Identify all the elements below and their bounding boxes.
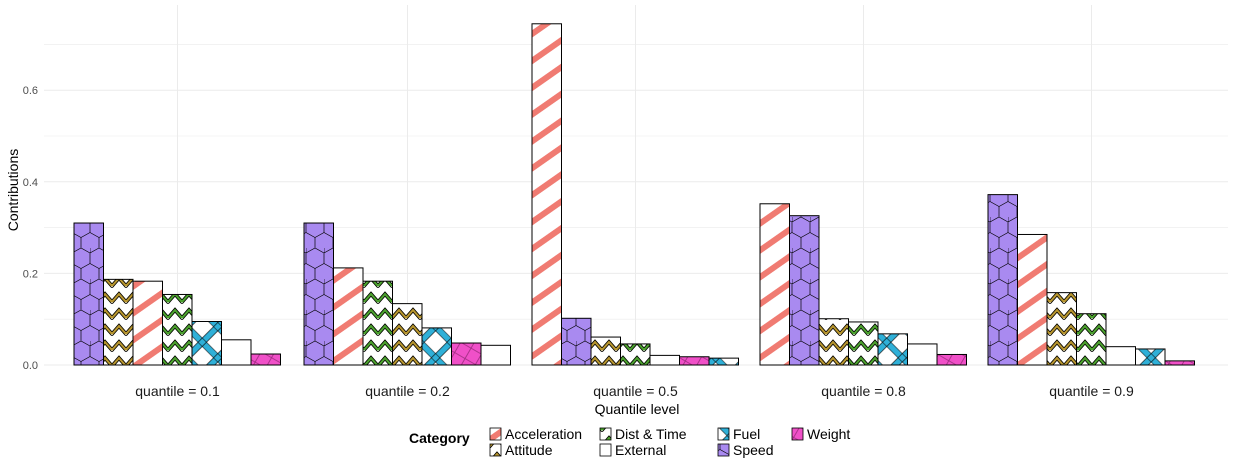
bar-weight	[1164, 360, 1195, 366]
y-tick-label: 0.4	[23, 177, 38, 189]
legend-key-fuel	[717, 427, 730, 441]
bar-external	[221, 339, 252, 366]
legend-title: Category	[409, 430, 470, 446]
bar-speed	[789, 215, 820, 366]
bar-external	[907, 343, 938, 366]
bar-speed	[561, 317, 592, 366]
facet-label: quantile = 0.5	[593, 383, 678, 399]
bar-attitude	[103, 278, 134, 366]
bar-dist-time	[620, 343, 651, 366]
bar-external	[480, 344, 511, 366]
facet-label: quantile = 0.9	[1049, 383, 1134, 399]
legend-key-weight	[791, 427, 804, 441]
bar-speed	[303, 222, 334, 366]
legend-key-external	[599, 443, 612, 457]
bar-weight	[451, 342, 482, 366]
legend-label: Attitude	[505, 442, 553, 458]
bar-dist-time	[848, 321, 879, 366]
bar-speed	[73, 222, 104, 366]
bar-acceleration	[759, 203, 790, 366]
facet-label: quantile = 0.8	[821, 383, 906, 399]
legend-label: Acceleration	[505, 426, 582, 442]
legend-key-acceleration	[489, 427, 502, 441]
bar-weight	[679, 356, 710, 366]
bar-fuel	[877, 333, 908, 366]
bar-dist-time	[1076, 313, 1107, 366]
facet-label: quantile = 0.2	[365, 383, 450, 399]
bar-attitude	[590, 336, 621, 366]
bar-attitude	[818, 318, 849, 366]
bar-dist-time	[162, 293, 193, 366]
bar-fuel	[191, 320, 222, 366]
y-tick-label: 0.6	[23, 85, 38, 97]
bar-fuel	[421, 327, 452, 366]
legend-key-dist-time	[599, 427, 612, 441]
legend-label: Weight	[807, 426, 850, 442]
bar-attitude	[1046, 292, 1077, 366]
legend-label: External	[615, 442, 666, 458]
legend-key-attitude	[489, 443, 502, 457]
bar-external	[1105, 346, 1136, 366]
bar-fuel	[708, 357, 739, 366]
axis-layer: 0.0 0.2 0.4 0.6 quantile = 0.1 quantile = 0.2…	[23, 85, 1134, 399]
grid-layer	[44, 5, 1228, 366]
bar-attitude	[392, 303, 423, 366]
y-tick-label: 0.0	[23, 360, 38, 372]
bar-fuel	[1135, 348, 1166, 366]
bar-acceleration	[531, 23, 562, 366]
bar-acceleration	[1017, 233, 1048, 366]
bars-layer	[73, 23, 1195, 366]
y-tick-label: 0.2	[23, 268, 38, 280]
bar-acceleration	[132, 280, 163, 366]
facet-label: quantile = 0.1	[135, 383, 220, 399]
bar-weight	[936, 353, 967, 366]
bar-weight	[250, 353, 281, 366]
legend-label: Fuel	[733, 426, 760, 442]
bar-speed	[987, 194, 1018, 366]
legend-key-speed	[717, 443, 730, 457]
bar-acceleration	[333, 267, 364, 366]
legend-label: Speed	[733, 442, 773, 458]
y-axis-title: Contributions	[5, 149, 21, 232]
bar-external	[649, 354, 680, 366]
x-axis-title: Quantile level	[595, 401, 680, 417]
legend-label: Dist & Time	[615, 426, 687, 442]
bar-dist-time	[362, 280, 393, 366]
